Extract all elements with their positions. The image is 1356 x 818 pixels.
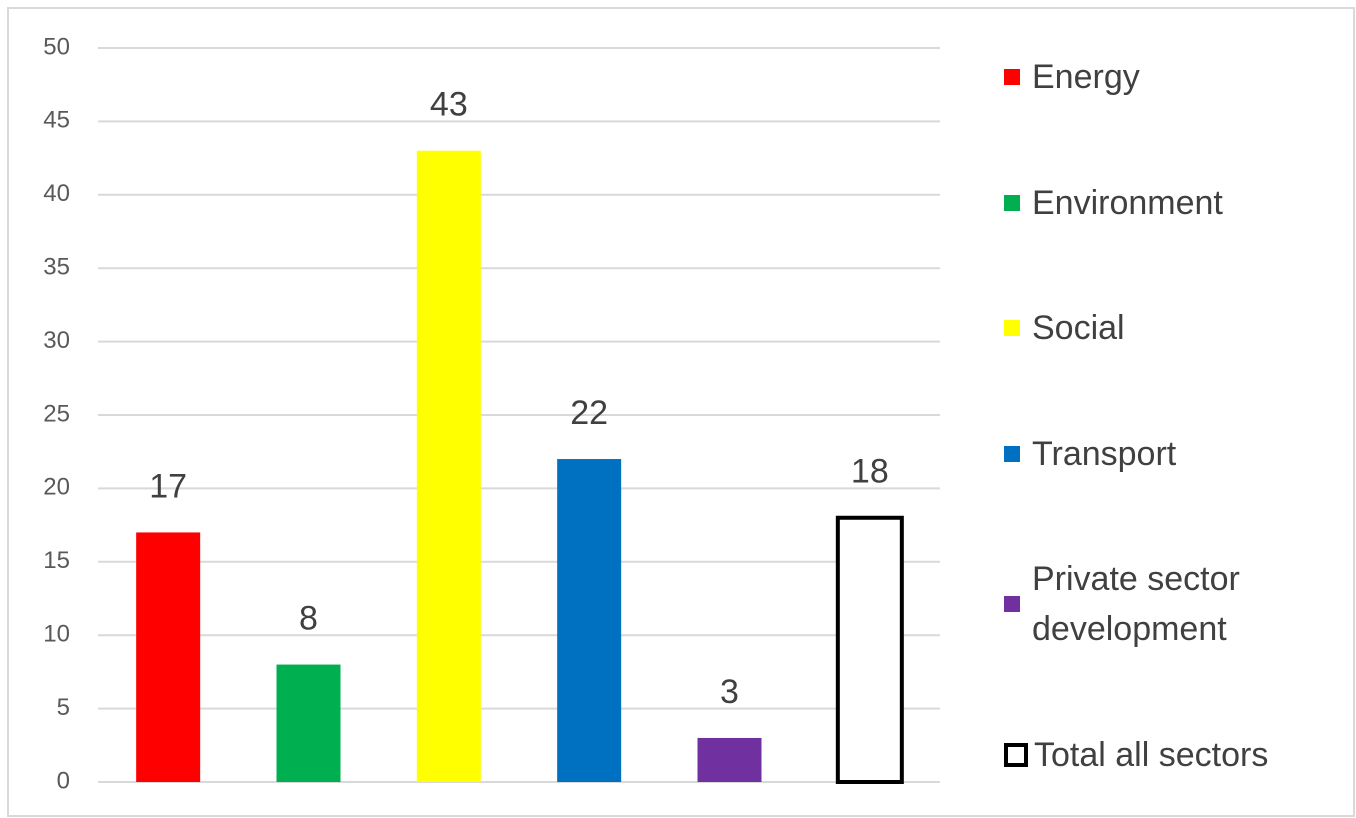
legend-swatch (1004, 596, 1020, 613)
y-tick-label: 0 (57, 767, 70, 794)
legend-swatch (1004, 742, 1028, 767)
legend-item: Energy (1004, 52, 1344, 102)
legend-swatch (1004, 194, 1020, 211)
legend-item: Social (1004, 303, 1344, 353)
legend-label: Transport (1032, 434, 1177, 473)
legend-label: Environment (1032, 183, 1223, 222)
data-label: 22 (570, 394, 608, 432)
bar (416, 150, 481, 782)
legend-item: Environment (1004, 178, 1344, 228)
data-label: 17 (149, 467, 187, 505)
legend-label: Social (1032, 309, 1125, 348)
bar (557, 459, 622, 782)
bar (136, 532, 201, 782)
y-tick-label: 35 (43, 254, 70, 281)
legend-label: Energy (1032, 58, 1140, 96)
y-tick-label: 20 (43, 474, 70, 501)
y-tick-label: 15 (43, 547, 70, 574)
legend-item: Total all sectors (1004, 730, 1344, 780)
y-tick-label: 10 (43, 621, 70, 648)
data-label: 43 (430, 86, 468, 124)
y-tick-label: 25 (43, 400, 70, 427)
bar (835, 515, 904, 784)
legend-item: Private sector development (1004, 554, 1344, 654)
y-tick-label: 50 (43, 33, 70, 60)
legend-label: Private sector development (1032, 560, 1240, 649)
data-label: 3 (720, 673, 739, 711)
y-tick-label: 40 (43, 180, 70, 207)
data-label: 8 (299, 600, 318, 638)
legend-swatch (1004, 69, 1020, 85)
y-tick-label: 45 (43, 107, 70, 134)
legend-swatch (1004, 320, 1020, 337)
legend: Energy Environment Social Transport Private … (1004, 52, 1344, 780)
legend-label: Total all sectors (1034, 735, 1269, 774)
legend-item: Transport (1004, 429, 1344, 479)
chart-border (7, 7, 1355, 817)
y-tick-label: 5 (57, 694, 70, 721)
bar (276, 664, 341, 782)
bar (697, 737, 762, 782)
data-label: 18 (851, 453, 889, 491)
y-tick-label: 30 (43, 327, 70, 354)
legend-swatch (1004, 445, 1020, 462)
